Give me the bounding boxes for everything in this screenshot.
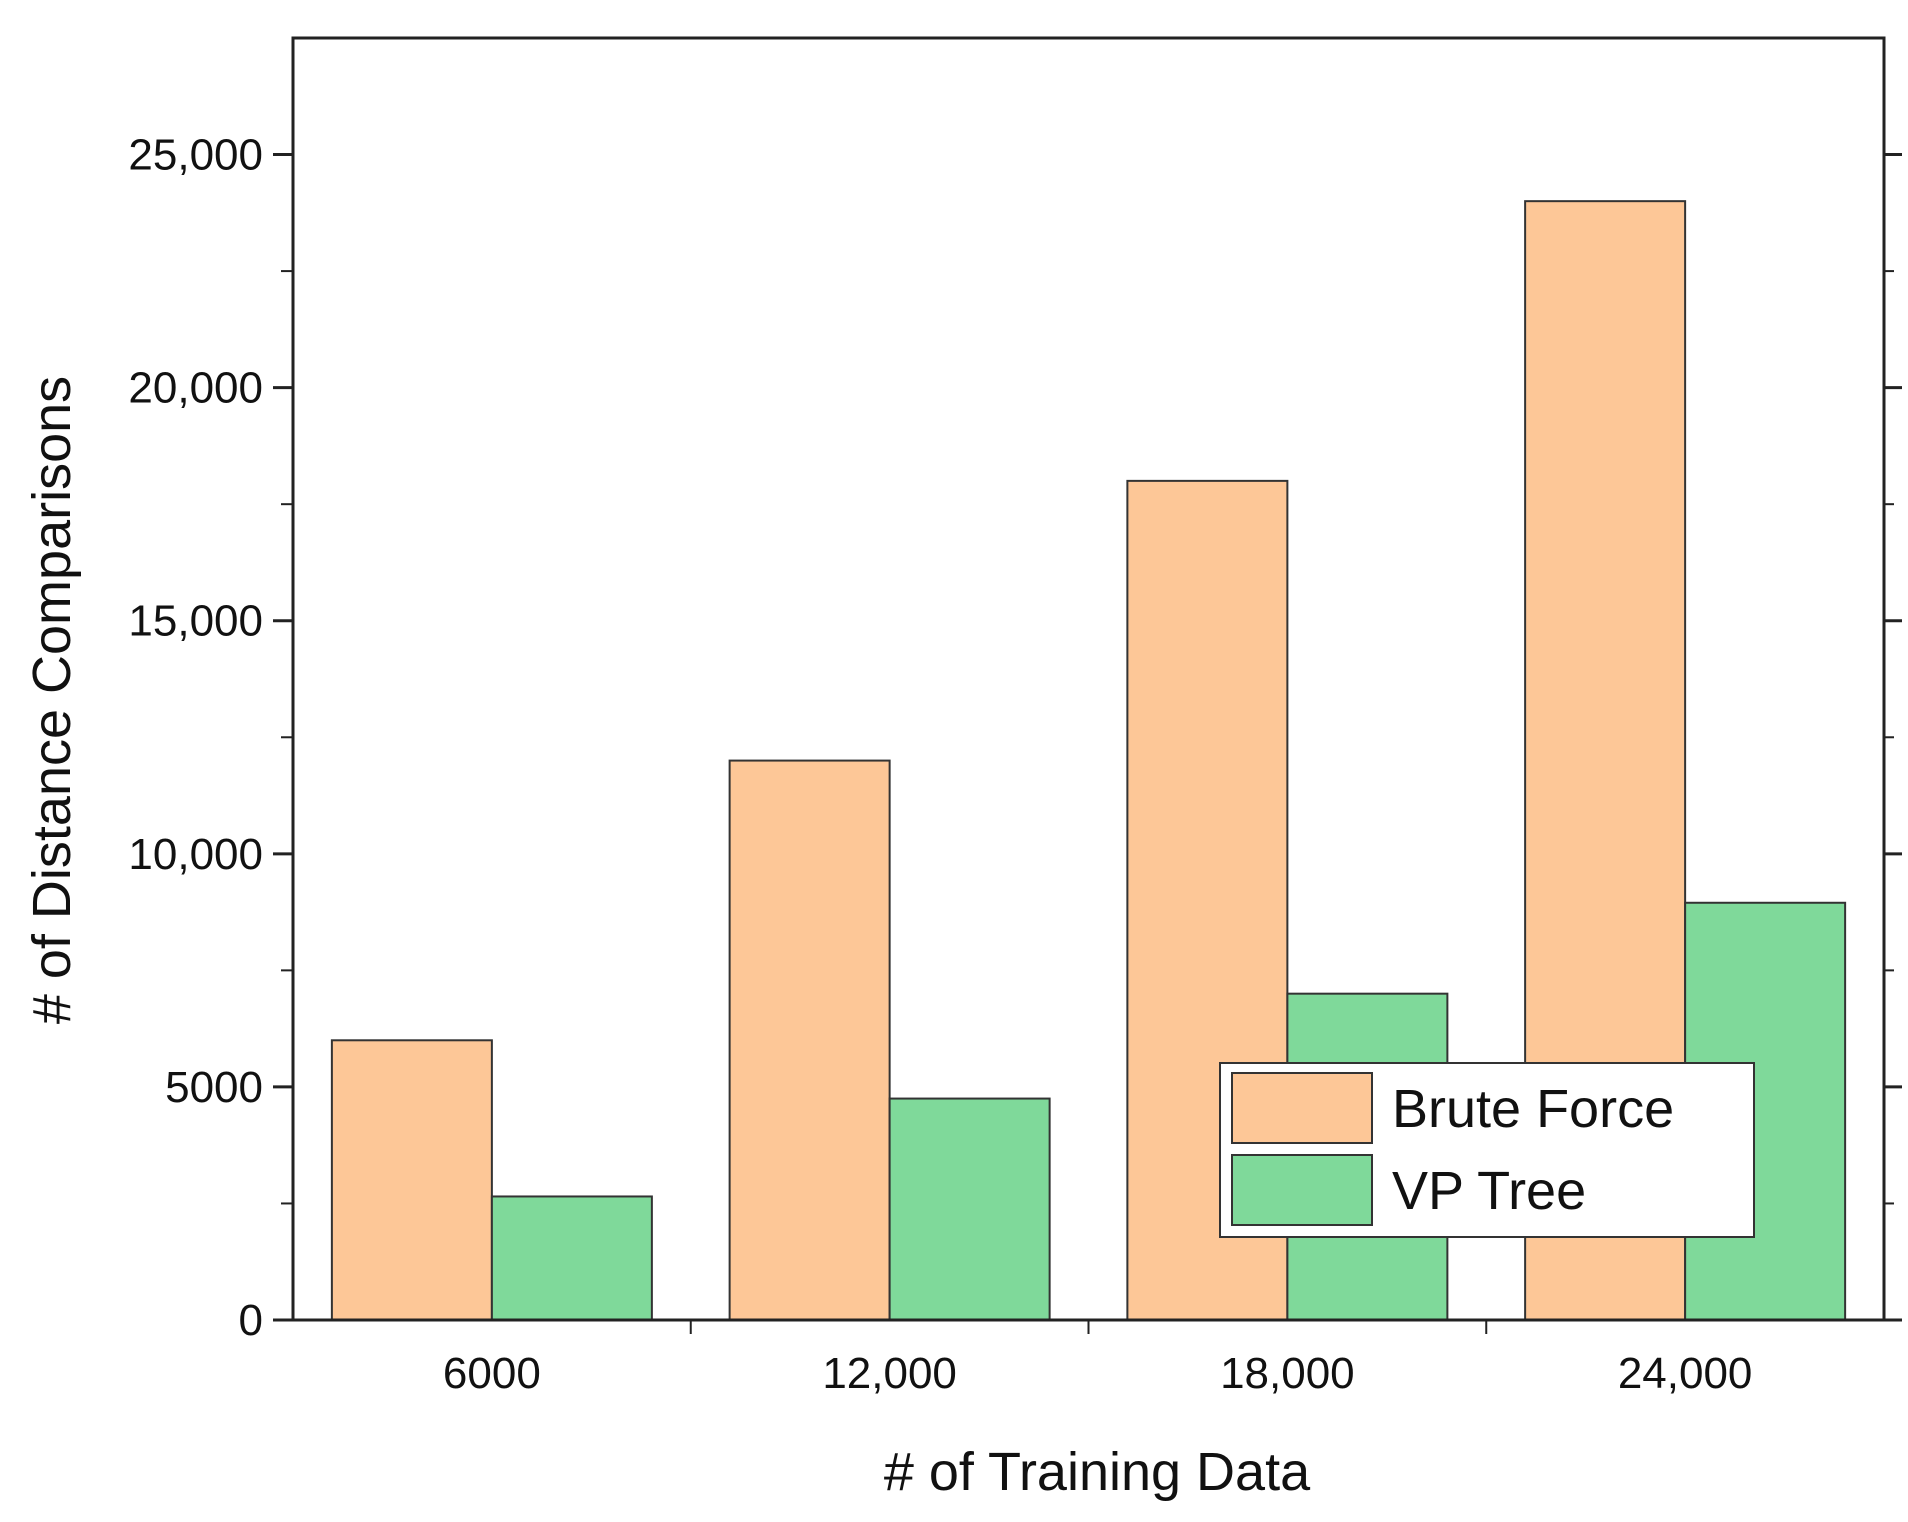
legend-label-0: Brute Force: [1392, 1079, 1674, 1139]
axes-layer: 0 5000 10,000 15,000 20,000 25,000 6000 12,000 1…: [128, 36, 1902, 1398]
legend-swatch-0: [1231, 1072, 1373, 1144]
bar-brute-force-0: [330, 1039, 493, 1321]
x-axis-title: # of Training Data: [884, 1442, 1311, 1502]
bar-vp-tree-1: [888, 1097, 1051, 1321]
y-axis-title: # of Distance Comparisons: [22, 376, 82, 1024]
bar-brute-force-1: [728, 759, 891, 1321]
x-tick-label-3: 24,000: [1618, 1349, 1753, 1398]
legend: Brute Force VP Tree: [1219, 1062, 1755, 1238]
x-tick-label-0: 6000: [443, 1349, 541, 1398]
legend-swatch-1: [1231, 1154, 1373, 1226]
y-tick-label-1: 5000: [165, 1063, 263, 1112]
legend-label-1: VP Tree: [1392, 1161, 1586, 1221]
y-tick-label-5: 25,000: [128, 131, 263, 180]
bar-vp-tree-0: [490, 1195, 653, 1321]
y-tick-label-2: 10,000: [128, 830, 263, 879]
x-tick-label-1: 12,000: [822, 1349, 957, 1398]
x-tick-label-2: 18,000: [1220, 1349, 1355, 1398]
y-tick-label-3: 15,000: [128, 597, 263, 646]
y-tick-label-4: 20,000: [128, 364, 263, 413]
y-tick-label-0: 0: [239, 1296, 263, 1345]
